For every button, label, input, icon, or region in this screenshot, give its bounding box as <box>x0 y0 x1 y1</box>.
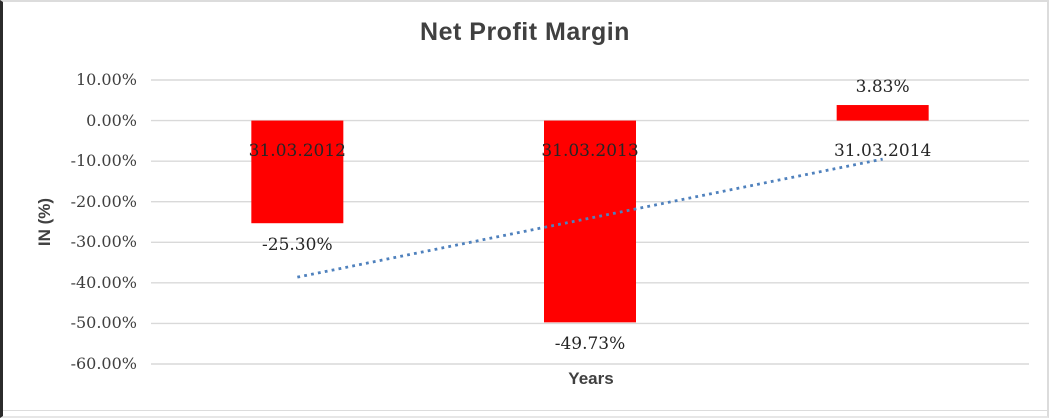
chart-canvas <box>151 79 1029 365</box>
y-tick-label: -10.00% <box>70 151 137 171</box>
value-data-label: -49.73% <box>554 334 626 355</box>
y-tick-label: 0.00% <box>86 110 137 130</box>
value-data-label: 3.83% <box>855 77 910 98</box>
y-tick-label: -50.00% <box>70 313 137 333</box>
chart-title: Net Profit Margin <box>420 18 630 46</box>
x-axis-title: Years <box>568 369 614 388</box>
y-tick-label: -30.00% <box>70 232 137 252</box>
y-tick-label: -40.00% <box>70 272 137 292</box>
y-tick-label: -20.00% <box>70 191 137 211</box>
bar-segment <box>544 120 636 323</box>
trendline <box>297 157 883 279</box>
bar-segment <box>251 120 344 224</box>
value-data-label: -25.30% <box>262 235 333 256</box>
bar-segment <box>836 105 929 121</box>
y-tick-label: 10.00% <box>75 70 137 89</box>
category-label: 31.03.2013 <box>541 140 639 161</box>
category-label: 31.03.2012 <box>248 140 346 161</box>
chart-border-bottom <box>3 410 1047 411</box>
category-label: 31.03.2014 <box>833 140 932 161</box>
y-tick-label: -60.00% <box>70 354 137 373</box>
